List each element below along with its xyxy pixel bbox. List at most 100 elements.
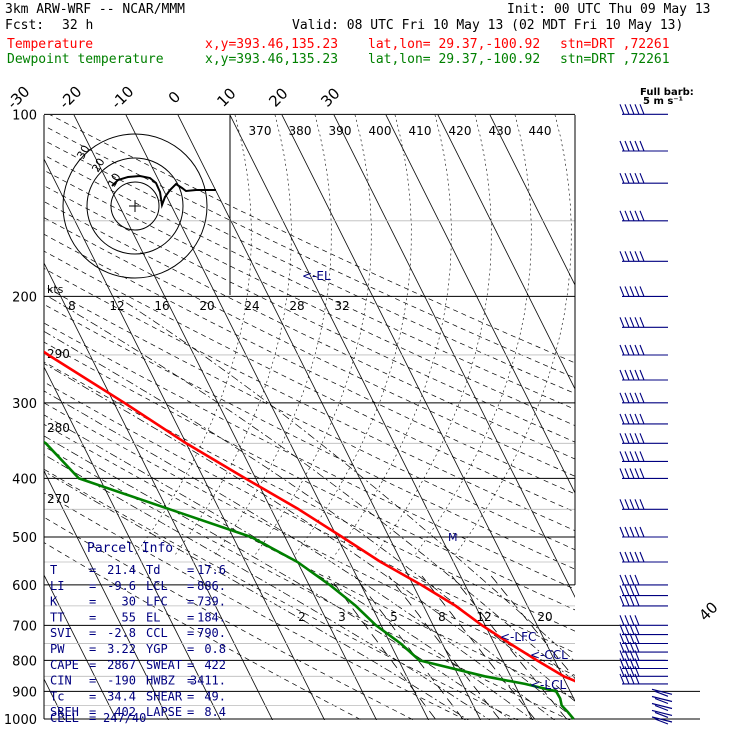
moist-adiabat-line bbox=[44, 363, 575, 720]
moist-adiabat-line bbox=[47, 296, 575, 683]
temperature-legend-xy: x,y=393.46,135.23 bbox=[205, 37, 339, 52]
dry-adiabat-line bbox=[44, 542, 363, 720]
theta-e-label: 390 bbox=[329, 124, 352, 138]
wind-barb bbox=[619, 413, 668, 425]
theta-e-label: 370 bbox=[249, 124, 272, 138]
parcel-value: 0.8 bbox=[204, 642, 226, 656]
parcel-value: 21.4 bbox=[107, 563, 136, 577]
hodograph-ring-label: 10 bbox=[105, 171, 123, 190]
moist-adiabat-line bbox=[116, 296, 575, 662]
wind-barb bbox=[619, 433, 668, 444]
moist-adiabat-line bbox=[44, 330, 575, 702]
hodograph-ring bbox=[110, 181, 160, 231]
parcel-equals: = bbox=[187, 595, 194, 609]
parcel-key: CAPE bbox=[50, 658, 79, 672]
parcel-equals: = bbox=[187, 705, 194, 719]
hodograph-ring-label: 30 bbox=[74, 143, 92, 162]
theta-e-line bbox=[334, 115, 452, 556]
isotherm-line bbox=[489, 115, 575, 286]
mixing-ratio-label: 20 bbox=[537, 610, 552, 624]
parcel-key: SREH bbox=[50, 705, 79, 719]
parcel-equals: = bbox=[89, 642, 96, 656]
parcel-value: 739. bbox=[197, 595, 226, 609]
dry-adiabat-line bbox=[44, 468, 519, 720]
wind-barb bbox=[619, 658, 668, 670]
pressure-label: 900 bbox=[12, 685, 37, 700]
parcel-equals: = bbox=[89, 579, 96, 593]
isotherm-line bbox=[177, 115, 481, 720]
isotherm-line bbox=[333, 115, 575, 598]
theta-e-line bbox=[134, 115, 252, 556]
wind-barb bbox=[651, 688, 673, 697]
dry-adiabat-line bbox=[44, 445, 571, 720]
dewpoint-legend-station: stn=DRT ,72261 bbox=[560, 52, 670, 67]
wind-barb bbox=[619, 251, 668, 262]
parcel-value: 3411. bbox=[190, 674, 226, 688]
parcel-equals: = bbox=[187, 674, 194, 688]
parcel-value: 184. bbox=[197, 610, 226, 624]
hodograph-speed-label: 8 bbox=[68, 299, 76, 313]
parcel-key: LAPSE bbox=[146, 705, 182, 719]
wind-barb bbox=[619, 615, 668, 626]
wind-barb bbox=[619, 499, 668, 510]
isotherm-line bbox=[385, 115, 575, 494]
pressure-label: 500 bbox=[12, 531, 37, 546]
parcel-key: EL bbox=[146, 610, 160, 624]
level-marker: <-EL bbox=[302, 269, 331, 283]
wind-barb bbox=[619, 317, 668, 328]
pressure-label: 400 bbox=[12, 472, 37, 487]
parcel-key: HWBZ bbox=[146, 674, 175, 688]
parcel-key: LFC bbox=[146, 595, 168, 609]
dry-adiabat-line bbox=[44, 185, 575, 443]
mixing-ratio-label: 5 bbox=[390, 610, 398, 624]
wind-barb bbox=[619, 392, 668, 404]
wind-barb bbox=[651, 716, 673, 725]
isotherm-label: 0 bbox=[165, 88, 184, 107]
dry-adiabat-line bbox=[44, 341, 575, 611]
wind-barb bbox=[619, 526, 668, 538]
dry-adiabat-line bbox=[44, 402, 575, 676]
moist-adiabat-line bbox=[44, 470, 469, 720]
parcel-key: TT bbox=[50, 610, 64, 624]
theta-e-label: 380 bbox=[289, 124, 312, 138]
wind-barbs bbox=[619, 104, 673, 725]
dry-adiabat-line bbox=[44, 361, 575, 632]
theta-e-label: 410 bbox=[409, 124, 432, 138]
parcel-key: YGP bbox=[146, 642, 168, 656]
parcel-equals: = bbox=[187, 626, 194, 640]
dry-adiabat-line bbox=[44, 303, 575, 570]
parcel-equals: = bbox=[89, 626, 96, 640]
wind-barb bbox=[651, 702, 673, 712]
wind-barb bbox=[619, 286, 668, 297]
dewpoint-legend-label: Dewpoint temperature bbox=[7, 52, 164, 67]
parcel-key: SVI bbox=[50, 626, 72, 640]
isotherm-line bbox=[44, 574, 117, 720]
parcel-cell-value: 247/40 bbox=[103, 711, 146, 725]
isotherm-line bbox=[44, 366, 221, 720]
hodograph-speed-label: 20 bbox=[199, 299, 214, 313]
parcel-equals: = bbox=[187, 579, 194, 593]
parcel-value: -190 bbox=[107, 674, 136, 688]
isotherm-label: -10 bbox=[107, 82, 137, 112]
wind-barb bbox=[619, 624, 668, 636]
hodograph-trace bbox=[111, 174, 216, 209]
parcel-key: CCL bbox=[146, 626, 168, 640]
forecast-hour: 32 h bbox=[62, 18, 94, 33]
parcel-value: 55 bbox=[122, 610, 136, 624]
pressure-label: 600 bbox=[12, 579, 37, 594]
mixing-ratio-label: 3 bbox=[338, 610, 346, 624]
wind-barb bbox=[619, 666, 668, 677]
parcel-key: Tc bbox=[50, 689, 64, 703]
model-title: 3km ARW-WRF -- NCAR/MMM bbox=[5, 2, 186, 17]
isotherm-line bbox=[44, 262, 273, 720]
parcel-equals: = bbox=[89, 689, 96, 703]
parcel-value: 8.4 bbox=[204, 705, 226, 719]
level-marker: <-CCL bbox=[530, 648, 568, 662]
mixing-ratio-line bbox=[354, 575, 465, 720]
valid-time: Valid: 08 UTC Fri 10 May 13 (02 MDT Fri … bbox=[292, 18, 684, 33]
wind-barb bbox=[619, 574, 668, 586]
hodograph-speed-label: 24 bbox=[244, 299, 259, 313]
parcel-equals: = bbox=[187, 642, 194, 656]
isotherm-line bbox=[281, 115, 575, 702]
